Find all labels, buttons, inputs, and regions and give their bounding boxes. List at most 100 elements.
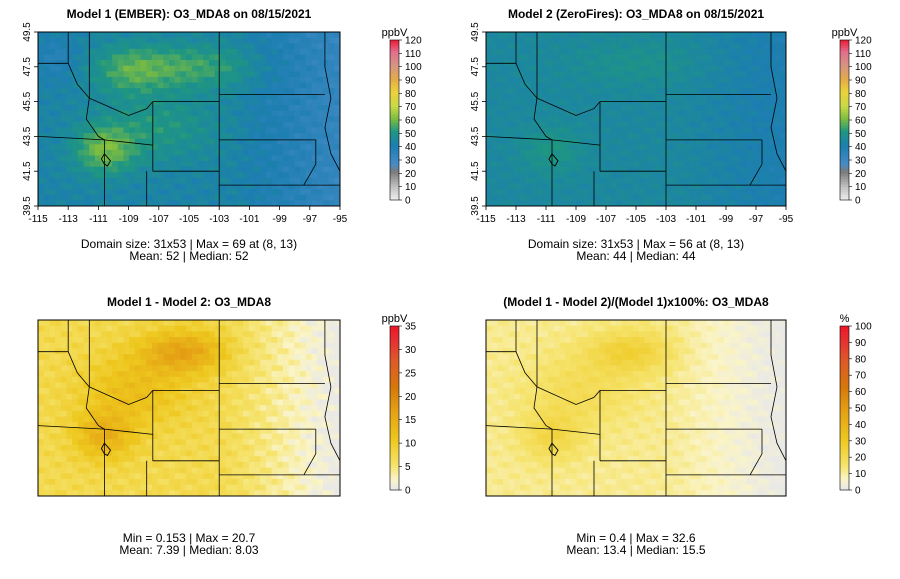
- heatmap-cell: [83, 382, 90, 389]
- heatmap-cell: [667, 99, 674, 106]
- heatmap-cell: [553, 37, 561, 44]
- heatmap-cell: [763, 43, 770, 50]
- heatmap-cell: [248, 433, 256, 440]
- heatmap-cell: [621, 54, 629, 61]
- colorbar-swatch: [390, 162, 399, 166]
- heatmap-cell: [72, 200, 79, 207]
- heatmap-cell: [254, 388, 261, 395]
- heatmap-cell: [288, 183, 295, 190]
- state-borders: [485, 32, 787, 206]
- heatmap-cell: [610, 161, 617, 168]
- heatmap-cell: [294, 405, 301, 412]
- heatmap-cell: [735, 104, 742, 112]
- heatmap-cell: [94, 155, 102, 162]
- x-tick-label: -103: [209, 214, 229, 225]
- heatmap-cell: [146, 155, 153, 162]
- heatmap-cell: [163, 416, 170, 423]
- colorbar-tick-label: 60: [855, 116, 867, 127]
- heatmap-cell: [644, 48, 651, 55]
- heatmap-cell: [226, 416, 233, 423]
- heatmap-cell: [106, 43, 113, 50]
- heatmap-cell: [672, 161, 679, 168]
- heatmap-cell: [627, 189, 634, 196]
- heatmap-cell: [226, 359, 233, 366]
- heatmap-cell: [317, 65, 324, 72]
- heatmap-cell: [317, 189, 324, 196]
- heatmap-cell: [328, 172, 335, 179]
- heatmap-cell: [774, 110, 781, 117]
- heatmap-cell: [134, 71, 142, 78]
- heatmap-cell: [780, 155, 787, 162]
- colorbar-tick-label: 0: [855, 196, 861, 207]
- heatmap-cell: [729, 48, 736, 55]
- heatmap-cell: [106, 110, 113, 117]
- heatmap-cell: [763, 37, 770, 44]
- heatmap-cell: [283, 320, 290, 327]
- heatmap-cell: [740, 32, 747, 39]
- heatmap-cell: [706, 149, 713, 156]
- heatmap-cell: [593, 166, 600, 173]
- heatmap-cell: [157, 371, 164, 378]
- heatmap-cell: [752, 121, 759, 128]
- heatmap-cell: [140, 354, 147, 361]
- heatmap-cell: [531, 149, 538, 156]
- heatmap-cell: [157, 127, 164, 134]
- heatmap-cell: [486, 189, 493, 196]
- heatmap-cell: [774, 37, 781, 44]
- heatmap-cell: [735, 183, 742, 190]
- heatmap-cell: [763, 200, 770, 207]
- heatmap-cell: [604, 99, 612, 106]
- heatmap-cell: [277, 439, 284, 446]
- heatmap-cell: [197, 127, 204, 134]
- heatmap-cell: [203, 37, 210, 44]
- heatmap-cell: [94, 467, 102, 474]
- heatmap-cell: [514, 155, 521, 162]
- heatmap-cell: [542, 82, 549, 89]
- heatmap-cell: [129, 444, 136, 452]
- heatmap-cell: [83, 71, 90, 78]
- heatmap-cell: [570, 93, 578, 100]
- heatmap-cell: [231, 37, 238, 44]
- heatmap-cell: [243, 155, 250, 162]
- heatmap-cell: [570, 144, 578, 151]
- heatmap-cell: [214, 54, 221, 61]
- heatmap-cell: [226, 376, 233, 383]
- heatmap-cell: [77, 121, 85, 128]
- heatmap-cell: [616, 189, 623, 196]
- heatmap-cell: [491, 149, 498, 156]
- heatmap-cell: [226, 48, 233, 55]
- heatmap-cell: [553, 110, 561, 117]
- heatmap-cell: [77, 194, 85, 201]
- heatmap-cell: [60, 172, 67, 179]
- heatmap-cell: [519, 177, 527, 185]
- heatmap-cell: [271, 65, 278, 72]
- heatmap-cell: [77, 456, 85, 463]
- heatmap-cell: [570, 37, 578, 44]
- heatmap-cell: [283, 93, 290, 100]
- heatmap-cell: [621, 177, 629, 185]
- heatmap-cell: [38, 331, 45, 338]
- heatmap-cell: [729, 76, 736, 84]
- heatmap-cell: [214, 433, 221, 440]
- heatmap-cell: [66, 183, 73, 190]
- heatmap-cell: [305, 116, 313, 123]
- heatmap-cell: [780, 189, 787, 196]
- heatmap-cell: [746, 138, 753, 145]
- heatmap-cell: [678, 116, 685, 123]
- heatmap-cell: [271, 110, 278, 117]
- heatmap-cell: [134, 82, 142, 89]
- heatmap-cell: [300, 127, 307, 134]
- colorbar-swatch: [390, 141, 399, 145]
- heatmap-cell: [163, 371, 170, 378]
- heatmap-cell: [174, 71, 181, 78]
- heatmap-cell: [237, 200, 244, 207]
- heatmap-cell: [248, 138, 256, 145]
- heatmap-cell: [157, 121, 164, 128]
- heatmap-cell: [208, 133, 216, 140]
- heatmap-cell: [667, 104, 674, 112]
- heatmap-cell: [214, 60, 221, 67]
- heatmap-cell: [644, 82, 651, 89]
- heatmap-cell: [334, 110, 341, 117]
- heatmap-cell: [89, 325, 96, 332]
- heatmap-cell: [151, 416, 159, 423]
